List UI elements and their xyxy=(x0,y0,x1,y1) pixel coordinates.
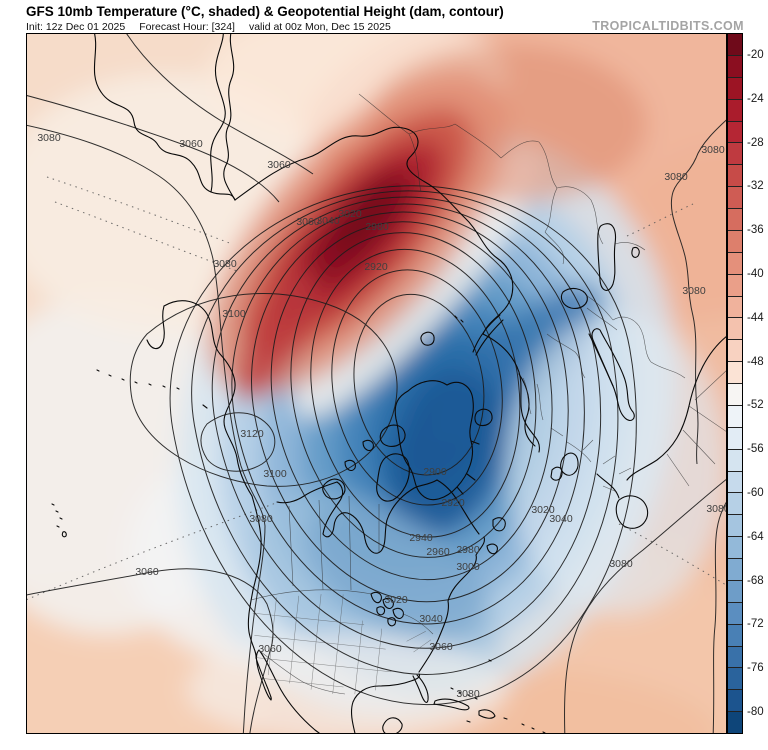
colorbar-cell xyxy=(728,318,742,341)
colorbar-tick: -52 xyxy=(747,399,764,412)
colorbar-cell xyxy=(728,340,742,363)
colorbar-tick: -44 xyxy=(747,311,764,324)
colorbar-tick: -68 xyxy=(747,574,764,587)
colorbar-cell xyxy=(728,252,742,275)
run-info: Init: 12z Dec 01 2025 Forecast Hour: [324… xyxy=(26,21,405,33)
colorbar-cell xyxy=(728,559,742,581)
colorbar-cell xyxy=(728,187,742,209)
colorbar-cell xyxy=(728,209,742,231)
colorbar-tick: -56 xyxy=(747,443,764,456)
valid-label: valid at 00z Mon, Dec 15 2025 xyxy=(248,21,391,33)
colorbar-tick: -36 xyxy=(747,224,764,237)
colorbar-tick: -48 xyxy=(747,355,764,368)
us-state-borders xyxy=(252,594,432,695)
temperature-shading xyxy=(27,34,726,733)
colorbar-cell xyxy=(728,624,742,647)
colorbar-cell xyxy=(728,77,742,100)
colorbar-cell xyxy=(728,449,742,472)
colorbar-cell xyxy=(728,274,742,297)
colorbar-cell xyxy=(728,362,742,384)
colorbar-tick-labels: -20 -24 -28 -32 -36 -40 -44 -48 -52 -56 -60 -64 -68 -… xyxy=(747,33,768,734)
colorbar-cell xyxy=(728,384,742,406)
colorbar-tick: -60 xyxy=(747,487,764,500)
colorbar-cell xyxy=(728,230,742,253)
colorbar-tick: -80 xyxy=(747,706,764,719)
colorbar-cell xyxy=(728,471,742,494)
colorbar-cell xyxy=(728,34,742,56)
colorbar-cell xyxy=(728,580,742,603)
colorbar-cell xyxy=(728,668,742,691)
political-borders xyxy=(250,93,726,695)
colorbar-tick: -76 xyxy=(747,662,764,675)
colorbar-cell xyxy=(728,712,742,733)
colorbar-cell xyxy=(728,427,742,450)
forecast-hour-label: Forecast Hour: [324] xyxy=(139,21,235,33)
colorbar-tick: -32 xyxy=(747,180,764,193)
colorbar-cell xyxy=(728,405,742,428)
coastlines xyxy=(51,34,726,733)
colorbar-cell xyxy=(728,646,742,669)
colorbar-cell xyxy=(728,99,742,122)
colorbar-tick: -40 xyxy=(747,267,764,280)
graticule-dotted xyxy=(27,176,726,601)
colorbar-tick: -72 xyxy=(747,618,764,631)
colorbar-cell xyxy=(728,690,742,713)
site-watermark: TROPICALTIDBITS.COM xyxy=(592,19,744,33)
colorbar-cell xyxy=(728,143,742,166)
colorbar-tick: -20 xyxy=(747,48,764,61)
page-title: GFS 10mb Temperature (°C, shaded) & Geop… xyxy=(26,4,504,19)
colorbar-cell xyxy=(728,55,742,78)
colorbar-tick: -64 xyxy=(747,530,764,543)
colorbar-cell xyxy=(728,165,742,188)
map-canvas[interactable]: 3080 3060 3060 3060 3040 3020 2980 2920 2900 2920… xyxy=(26,33,727,734)
colorbar-tick: -28 xyxy=(747,136,764,149)
map-art xyxy=(27,34,726,733)
colorbar-cell xyxy=(728,296,742,319)
colorbar-cell xyxy=(728,515,742,538)
colorbar-cell xyxy=(728,493,742,516)
colorbar-tick: -24 xyxy=(747,92,764,105)
init-label: Init: 12z Dec 01 2025 xyxy=(26,21,126,33)
colorbar-cell xyxy=(728,537,742,559)
colorbar-cell xyxy=(728,121,742,144)
colorbar-cell xyxy=(728,602,742,625)
temperature-colorbar xyxy=(727,33,743,734)
